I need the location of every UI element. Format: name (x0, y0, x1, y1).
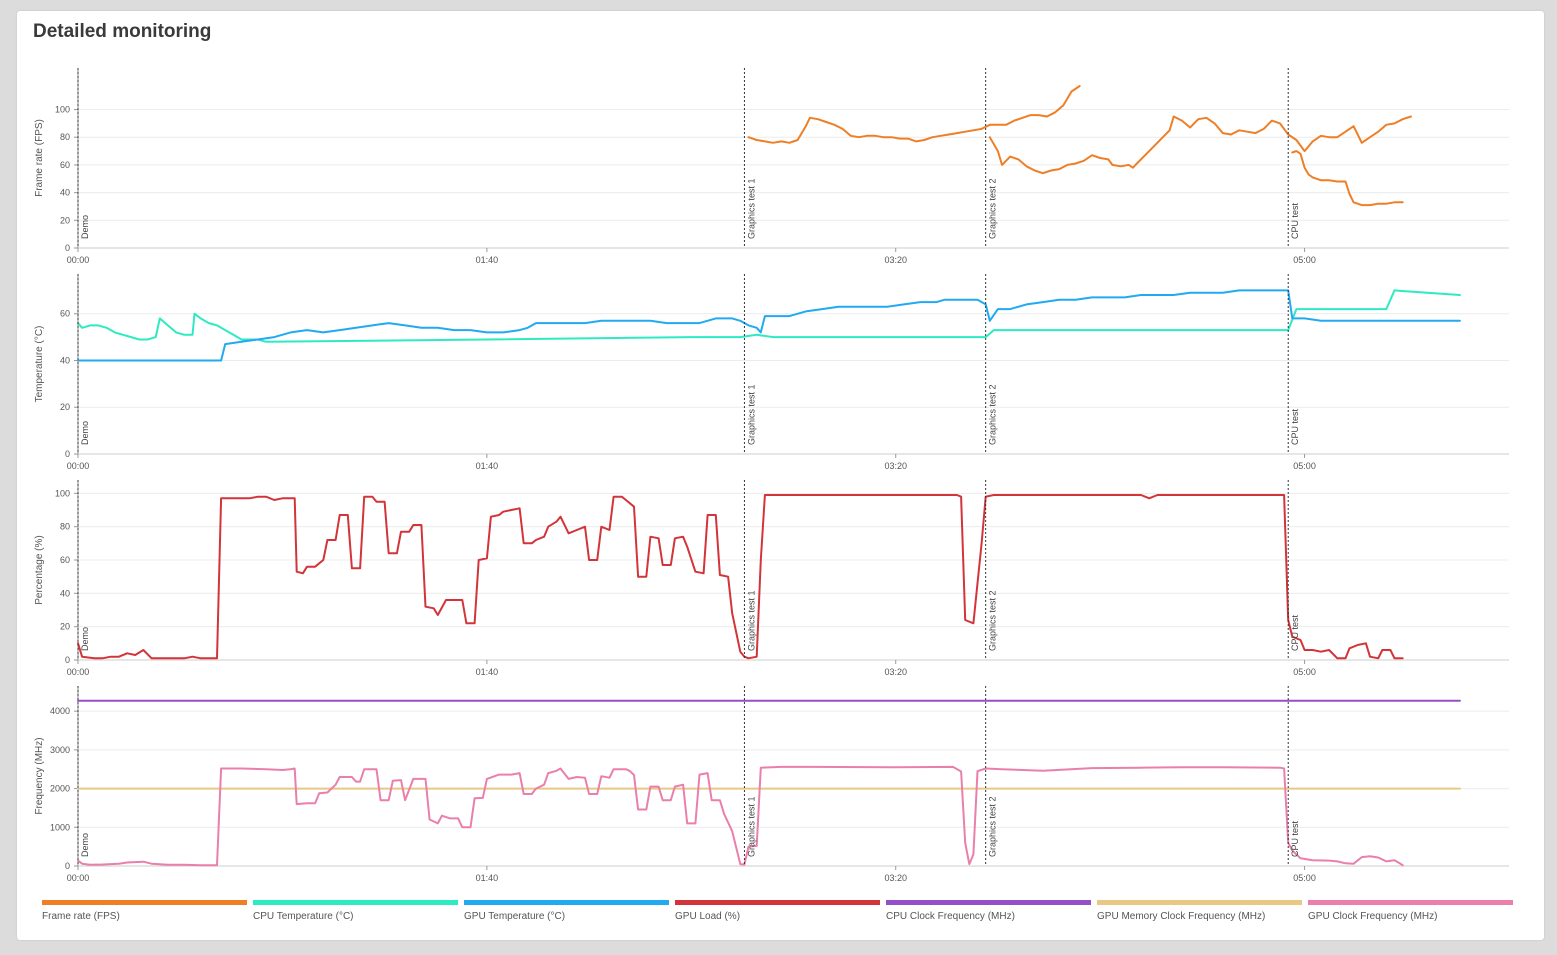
legend-item[interactable]: CPU Clock Frequency (MHz) (886, 900, 1091, 922)
x-tick-label: 01:40 (476, 667, 499, 677)
x-tick-label: 03:20 (884, 461, 907, 471)
test-marker-label: Graphics test 1 (746, 178, 756, 239)
y-tick-label: 40 (60, 188, 70, 198)
series-line-gpu-load (77, 494, 1404, 660)
x-tick-label: 03:20 (884, 873, 907, 883)
legend-swatch (253, 900, 458, 905)
y-axis-label: Temperature (°C) (34, 326, 45, 403)
legend-swatch (1097, 900, 1302, 905)
test-marker-label: CPU test (1290, 820, 1300, 857)
legend-label: GPU Temperature (°C) (464, 911, 566, 922)
legend-item[interactable]: GPU Temperature (°C) (464, 900, 669, 922)
test-marker-label: Demo (80, 833, 90, 857)
series-line-gpu-clock-frequency-mhz (77, 765, 1404, 867)
chart-panel-2: 0 20 40 60 00:00 01:40 03:20 05:00 Temperature (… (34, 274, 1509, 471)
y-tick-label: 100 (55, 105, 70, 115)
x-tick-label: 00:00 (67, 461, 90, 471)
test-marker-label: CPU test (1290, 202, 1300, 239)
legend-swatch (42, 900, 247, 905)
legend-label: GPU Load (%) (675, 911, 741, 922)
monitoring-card (17, 11, 1544, 940)
legend-item[interactable]: GPU Load (%) (675, 900, 880, 922)
test-marker-label: Graphics test 2 (988, 796, 998, 857)
x-tick-label: 01:40 (476, 873, 499, 883)
test-marker-label: Graphics test 2 (988, 590, 998, 651)
chart-panel-4: 0 1000 2000 3000 4000 00:00 01:40 03:20 05:00 Fre… (34, 686, 1509, 883)
test-marker-label: Demo (80, 627, 90, 651)
y-tick-label: 100 (55, 488, 70, 498)
x-tick-label: 00:00 (67, 873, 90, 883)
y-tick-label: 60 (60, 555, 70, 565)
y-axis-label: Frame rate (FPS) (34, 119, 45, 197)
y-axis-label: Frequency (MHz) (34, 737, 45, 814)
test-marker-label: Demo (80, 421, 90, 445)
page-title: Detailed monitoring (33, 21, 212, 42)
test-marker-label: Demo (80, 215, 90, 239)
series-line-frame-rate-fps (988, 115, 1412, 175)
legend-item[interactable]: GPU Memory Clock Frequency (MHz) (1097, 900, 1302, 922)
y-tick-label: 20 (60, 402, 70, 412)
x-tick-label: 03:20 (884, 667, 907, 677)
y-tick-label: 3000 (50, 745, 70, 755)
y-axis-label: Percentage (%) (34, 535, 45, 604)
legend-label: Frame rate (FPS) (42, 911, 120, 922)
test-marker-label: Graphics test 2 (988, 384, 998, 445)
legend-label: GPU Memory Clock Frequency (MHz) (1097, 911, 1266, 922)
y-tick-label: 0 (65, 655, 70, 665)
y-tick-label: 80 (60, 522, 70, 532)
series-line-frame-rate-fps (1291, 150, 1404, 207)
y-tick-label: 60 (60, 309, 70, 319)
x-tick-label: 00:00 (67, 255, 90, 265)
test-marker-label: CPU test (1290, 408, 1300, 445)
legend-label: GPU Clock Frequency (MHz) (1308, 911, 1438, 922)
y-tick-label: 40 (60, 355, 70, 365)
legend-item[interactable]: CPU Temperature (°C) (253, 900, 458, 922)
chart-panel-1: 0 20 40 60 80 100 00:00 01:40 03:20 05:00 Frame ra… (34, 68, 1509, 265)
y-tick-label: 60 (60, 160, 70, 170)
legend-item[interactable]: Frame rate (FPS) (42, 900, 247, 922)
x-tick-label: 00:00 (67, 667, 90, 677)
legend-label: CPU Clock Frequency (MHz) (886, 911, 1015, 922)
x-tick-label: 03:20 (884, 255, 907, 265)
legend-label: CPU Temperature (°C) (253, 911, 354, 922)
y-tick-label: 20 (60, 215, 70, 225)
test-marker-label: Graphics test 2 (988, 178, 998, 239)
x-tick-label: 05:00 (1293, 461, 1316, 471)
y-tick-label: 4000 (50, 706, 70, 716)
legend-swatch (886, 900, 1091, 905)
y-tick-label: 0 (65, 243, 70, 253)
test-marker-label: Graphics test 1 (746, 796, 756, 857)
y-tick-label: 80 (60, 132, 70, 142)
series-line-frame-rate-fps (747, 85, 1081, 144)
chart-legend: Frame rate (FPS) CPU Temperature (°C) GPU … (42, 900, 1518, 930)
series-line-cpu-temperature-c (77, 289, 1461, 343)
y-tick-label: 0 (65, 861, 70, 871)
y-tick-label: 0 (65, 449, 70, 459)
legend-swatch (675, 900, 880, 905)
legend-swatch (1308, 900, 1513, 905)
x-tick-label: 01:40 (476, 255, 499, 265)
x-tick-label: 01:40 (476, 461, 499, 471)
chart-panel-3: 0 20 40 60 80 100 00:00 01:40 03:20 05:00 Percenta… (34, 480, 1509, 677)
x-tick-label: 05:00 (1293, 873, 1316, 883)
y-tick-label: 2000 (50, 784, 70, 794)
x-tick-label: 05:00 (1293, 255, 1316, 265)
test-marker-label: CPU test (1290, 614, 1300, 651)
legend-swatch (464, 900, 669, 905)
y-tick-label: 40 (60, 588, 70, 598)
x-tick-label: 05:00 (1293, 667, 1316, 677)
y-tick-label: 1000 (50, 822, 70, 832)
test-marker-label: Graphics test 1 (746, 384, 756, 445)
y-tick-label: 20 (60, 622, 70, 632)
series-line-gpu-temperature-c (77, 289, 1461, 362)
legend-item[interactable]: GPU Clock Frequency (MHz) (1308, 900, 1513, 922)
test-marker-label: Graphics test 1 (746, 590, 756, 651)
